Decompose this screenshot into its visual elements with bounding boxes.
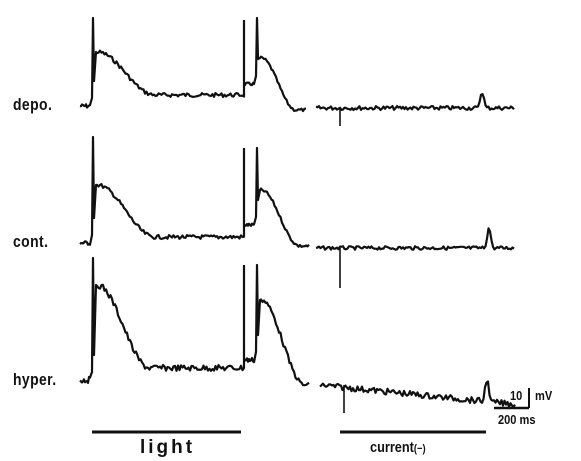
current-label: current(−) xyxy=(370,439,426,456)
trace-group xyxy=(79,16,516,413)
trace-hyper-light-2 xyxy=(243,263,310,387)
trace-cont-light-2 xyxy=(243,146,310,248)
scale-voltage-unit: mV xyxy=(535,388,553,403)
trace-cont-light-1 xyxy=(79,135,246,246)
trace-depo-light-2 xyxy=(243,16,306,113)
scale-time-label: 200 ms xyxy=(498,412,536,427)
current-sign: (−) xyxy=(413,443,426,455)
row-label-hyper: hyper. xyxy=(13,370,57,389)
light-label: light xyxy=(140,437,196,458)
trace-depo-current xyxy=(315,93,515,112)
current-label-text: current xyxy=(370,439,414,456)
trace-hyper-current xyxy=(319,380,516,408)
trace-cont-current xyxy=(315,227,515,251)
row-label-depo: depo. xyxy=(13,95,53,114)
trace-hyper-light-1 xyxy=(79,256,246,384)
row-label-cont: cont. xyxy=(13,232,49,251)
trace-depo-light-1 xyxy=(79,16,246,109)
scale-voltage-value: 10 xyxy=(510,388,523,403)
